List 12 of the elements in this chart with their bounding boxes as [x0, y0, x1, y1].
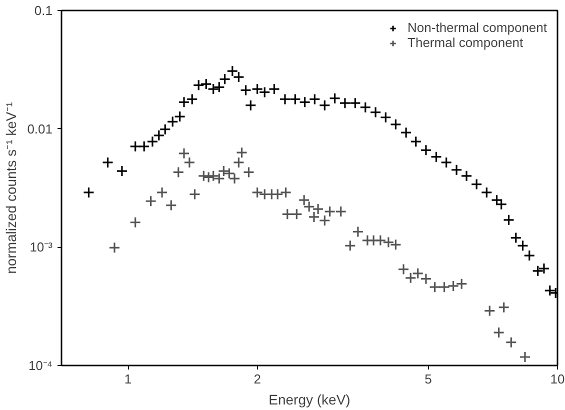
x-tick-label: 10 — [550, 372, 565, 386]
x-tick-label: 2 — [254, 372, 261, 386]
y-tick-label: 0.01 — [27, 121, 53, 136]
legend-label: Thermal component — [408, 35, 524, 50]
y-tick-label: 0.1 — [34, 3, 53, 18]
y-tick-label: 10⁻⁴ — [28, 358, 52, 373]
x-tick-label: 5 — [424, 372, 432, 386]
y-axis-title: normalized counts s⁻¹ keV⁻¹ — [3, 102, 20, 274]
x-tick-label: 1 — [124, 372, 132, 386]
y-tick-label: 10⁻³ — [30, 240, 54, 255]
x-axis-title: Energy (keV) — [268, 392, 350, 408]
legend-label: Non-thermal component — [408, 20, 547, 35]
